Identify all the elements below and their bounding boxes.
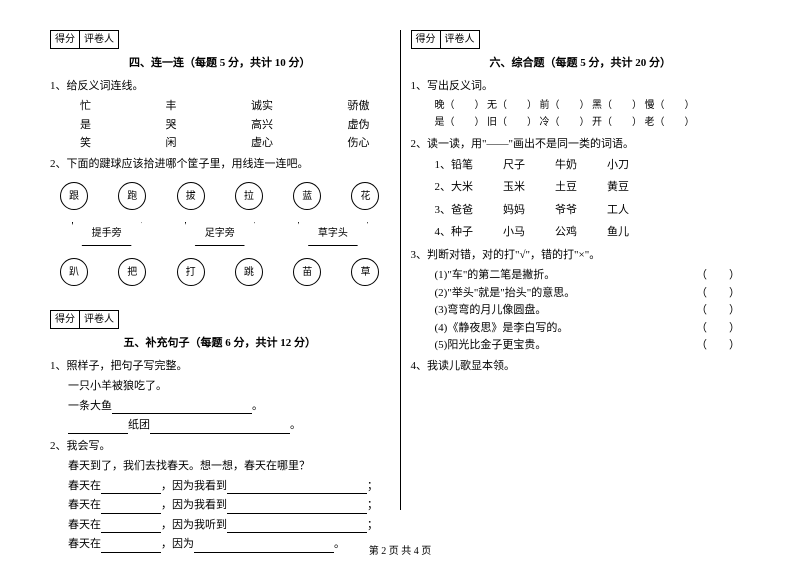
pair-row: 忙 丰 诚实 骄傲 [50, 98, 390, 115]
circle: 跳 [235, 258, 263, 286]
blank [68, 422, 128, 434]
blank [101, 482, 161, 494]
spring-line: 春天在，因为我看到； [50, 478, 390, 495]
judge-row: (3)弯弯的月儿像圆盘。（ ） [411, 302, 751, 319]
q6-3: 3、判断对错，对的打"√"，错的打"×"。 [411, 247, 751, 264]
fish-line: 一条大鱼。 [50, 398, 390, 415]
page-footer: 第 2 页 共 4 页 [0, 544, 800, 559]
judge-row: (4)《静夜思》是李白写的。（ ） [411, 320, 751, 337]
basket: 提手旁 [72, 222, 142, 246]
paper-line: 纸团。 [50, 417, 390, 434]
score-label: 得分 [51, 31, 80, 48]
example: 一只小羊被狼吃了。 [50, 378, 390, 395]
blank [227, 521, 367, 533]
circle: 蓝 [293, 182, 321, 210]
judge-row: (2)"举头"就是"抬头"的意思。（ ） [411, 285, 751, 302]
score-box: 得分 评卷人 [50, 30, 119, 49]
word-group: 2、大米 玉米 土豆 黄豆 [411, 179, 751, 196]
q6-4: 4、我读儿歌显本领。 [411, 358, 751, 375]
paren: （ ） [696, 337, 740, 354]
grader-label: 评卷人 [80, 311, 118, 328]
score-box: 得分 评卷人 [50, 310, 119, 329]
antonym-row: 晚（ ） 无（ ） 前（ ） 黑（ ） 慢（ ） [411, 98, 751, 113]
baskets: 提手旁 足字旁 草字头 [50, 222, 390, 246]
paren: （ ） [696, 320, 740, 337]
circle: 苗 [293, 258, 321, 286]
blank [227, 482, 367, 494]
circle: 打 [177, 258, 205, 286]
q5-1: 1、照样子，把句子写完整。 [50, 358, 390, 375]
blank [227, 502, 367, 514]
pair-row: 是 哭 高兴 虚伪 [50, 117, 390, 134]
spring-line: 春天在，因为我听到； [50, 517, 390, 534]
circle: 花 [351, 182, 379, 210]
circle: 拔 [177, 182, 205, 210]
q4-1: 1、给反义词连线。 [50, 78, 390, 95]
section-4-title: 四、连一连（每题 5 分，共计 10 分） [50, 55, 390, 72]
judge-row: (1)"车"的第二笔是撇折。（ ） [411, 267, 751, 284]
blank [112, 402, 252, 414]
blank [101, 521, 161, 533]
judge-row: (5)阳光比金子更宝贵。（ ） [411, 337, 751, 354]
score-label: 得分 [51, 311, 80, 328]
antonym-row: 是（ ） 旧（ ） 冷（ ） 开（ ） 老（ ） [411, 115, 751, 130]
word-group: 1、铅笔 尺子 牛奶 小刀 [411, 157, 751, 174]
basket: 足字旁 [185, 222, 255, 246]
paren: （ ） [696, 267, 740, 284]
circles-bot: 趴 把 打 跳 苗 草 [50, 258, 390, 286]
blank [150, 422, 290, 434]
pair-row: 笑 闲 虚心 伤心 [50, 135, 390, 152]
circle: 把 [118, 258, 146, 286]
right-column: 得分 评卷人 六、综合题（每题 5 分，共计 20 分） 1、写出反义词。 晚（… [401, 30, 761, 510]
q4-2: 2、下面的踺球应该拾进哪个筐子里，用线连一连吧。 [50, 156, 390, 173]
circle: 跑 [118, 182, 146, 210]
circle: 跟 [60, 182, 88, 210]
left-column: 得分 评卷人 四、连一连（每题 5 分，共计 10 分） 1、给反义词连线。 忙… [40, 30, 401, 510]
spring-intro: 春天到了，我们去找春天。想一想，春天在哪里？ [50, 458, 390, 475]
word-group: 3、爸爸 妈妈 爷爷 工人 [411, 202, 751, 219]
paren: （ ） [696, 302, 740, 319]
circles-top: 跟 跑 拔 拉 蓝 花 [50, 182, 390, 210]
blank [101, 502, 161, 514]
basket: 草字头 [298, 222, 368, 246]
q5-2: 2、我会写。 [50, 438, 390, 455]
circle: 拉 [235, 182, 263, 210]
section-5-title: 五、补充句子（每题 6 分，共计 12 分） [50, 335, 390, 352]
grader-label: 评卷人 [441, 31, 479, 48]
paren: （ ） [696, 285, 740, 302]
q6-1: 1、写出反义词。 [411, 78, 751, 95]
section-6-title: 六、综合题（每题 5 分，共计 20 分） [411, 55, 751, 72]
circle: 趴 [60, 258, 88, 286]
word-group: 4、种子 小马 公鸡 鱼儿 [411, 224, 751, 241]
circle: 草 [351, 258, 379, 286]
score-label: 得分 [412, 31, 441, 48]
score-box: 得分 评卷人 [411, 30, 480, 49]
q6-2: 2、读一读，用"——"画出不是同一类的词语。 [411, 136, 751, 153]
spring-line: 春天在，因为我看到； [50, 497, 390, 514]
grader-label: 评卷人 [80, 31, 118, 48]
